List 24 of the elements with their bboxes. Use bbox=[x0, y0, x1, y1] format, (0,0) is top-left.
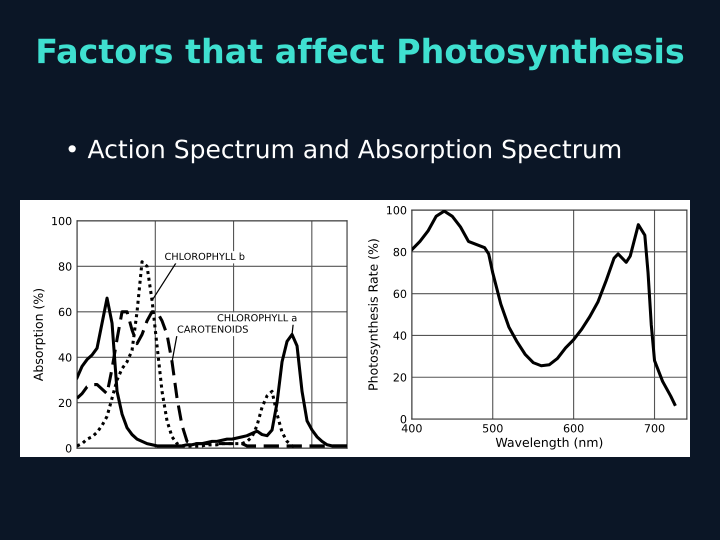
series-label: CHLOROPHYLL b bbox=[165, 252, 244, 260]
y-tick-label: 20 bbox=[394, 373, 406, 382]
x-tick-label: 400 bbox=[402, 424, 422, 432]
y-tick-label: 20 bbox=[58, 398, 72, 408]
y-tick-label: 100 bbox=[52, 216, 72, 226]
y-tick-label: 60 bbox=[394, 290, 406, 298]
series-label: CHLOROPHYLL a bbox=[218, 314, 296, 322]
x-tick-label: 500 bbox=[482, 424, 503, 432]
y-tick-label: 40 bbox=[58, 353, 72, 362]
x-tick-label: 600 bbox=[564, 424, 584, 432]
y-tick-label: 0 bbox=[400, 415, 406, 424]
chart-title: Factors that affect Photosynthesis bbox=[38, 38, 684, 70]
chart-subtitle: • Action Spectrum and Absorption Spectrum bbox=[68, 139, 620, 164]
y-tick-label: 0 bbox=[66, 444, 72, 453]
y-axis-title: Photosynthesis Rate (%) bbox=[368, 239, 380, 390]
series-label: CAROTENOIDS bbox=[178, 325, 248, 333]
y-tick-label: 80 bbox=[394, 248, 406, 256]
x-axis-title: Wavelength (nm) bbox=[496, 437, 602, 450]
y-tick-label: 40 bbox=[393, 331, 406, 340]
y-tick-label: 80 bbox=[58, 262, 72, 271]
y-tick-label: 60 bbox=[58, 308, 72, 316]
y-axis-title: Absorption (%) bbox=[33, 288, 46, 382]
x-tick-label: 700 bbox=[644, 424, 664, 432]
y-tick-label: 100 bbox=[386, 206, 406, 214]
